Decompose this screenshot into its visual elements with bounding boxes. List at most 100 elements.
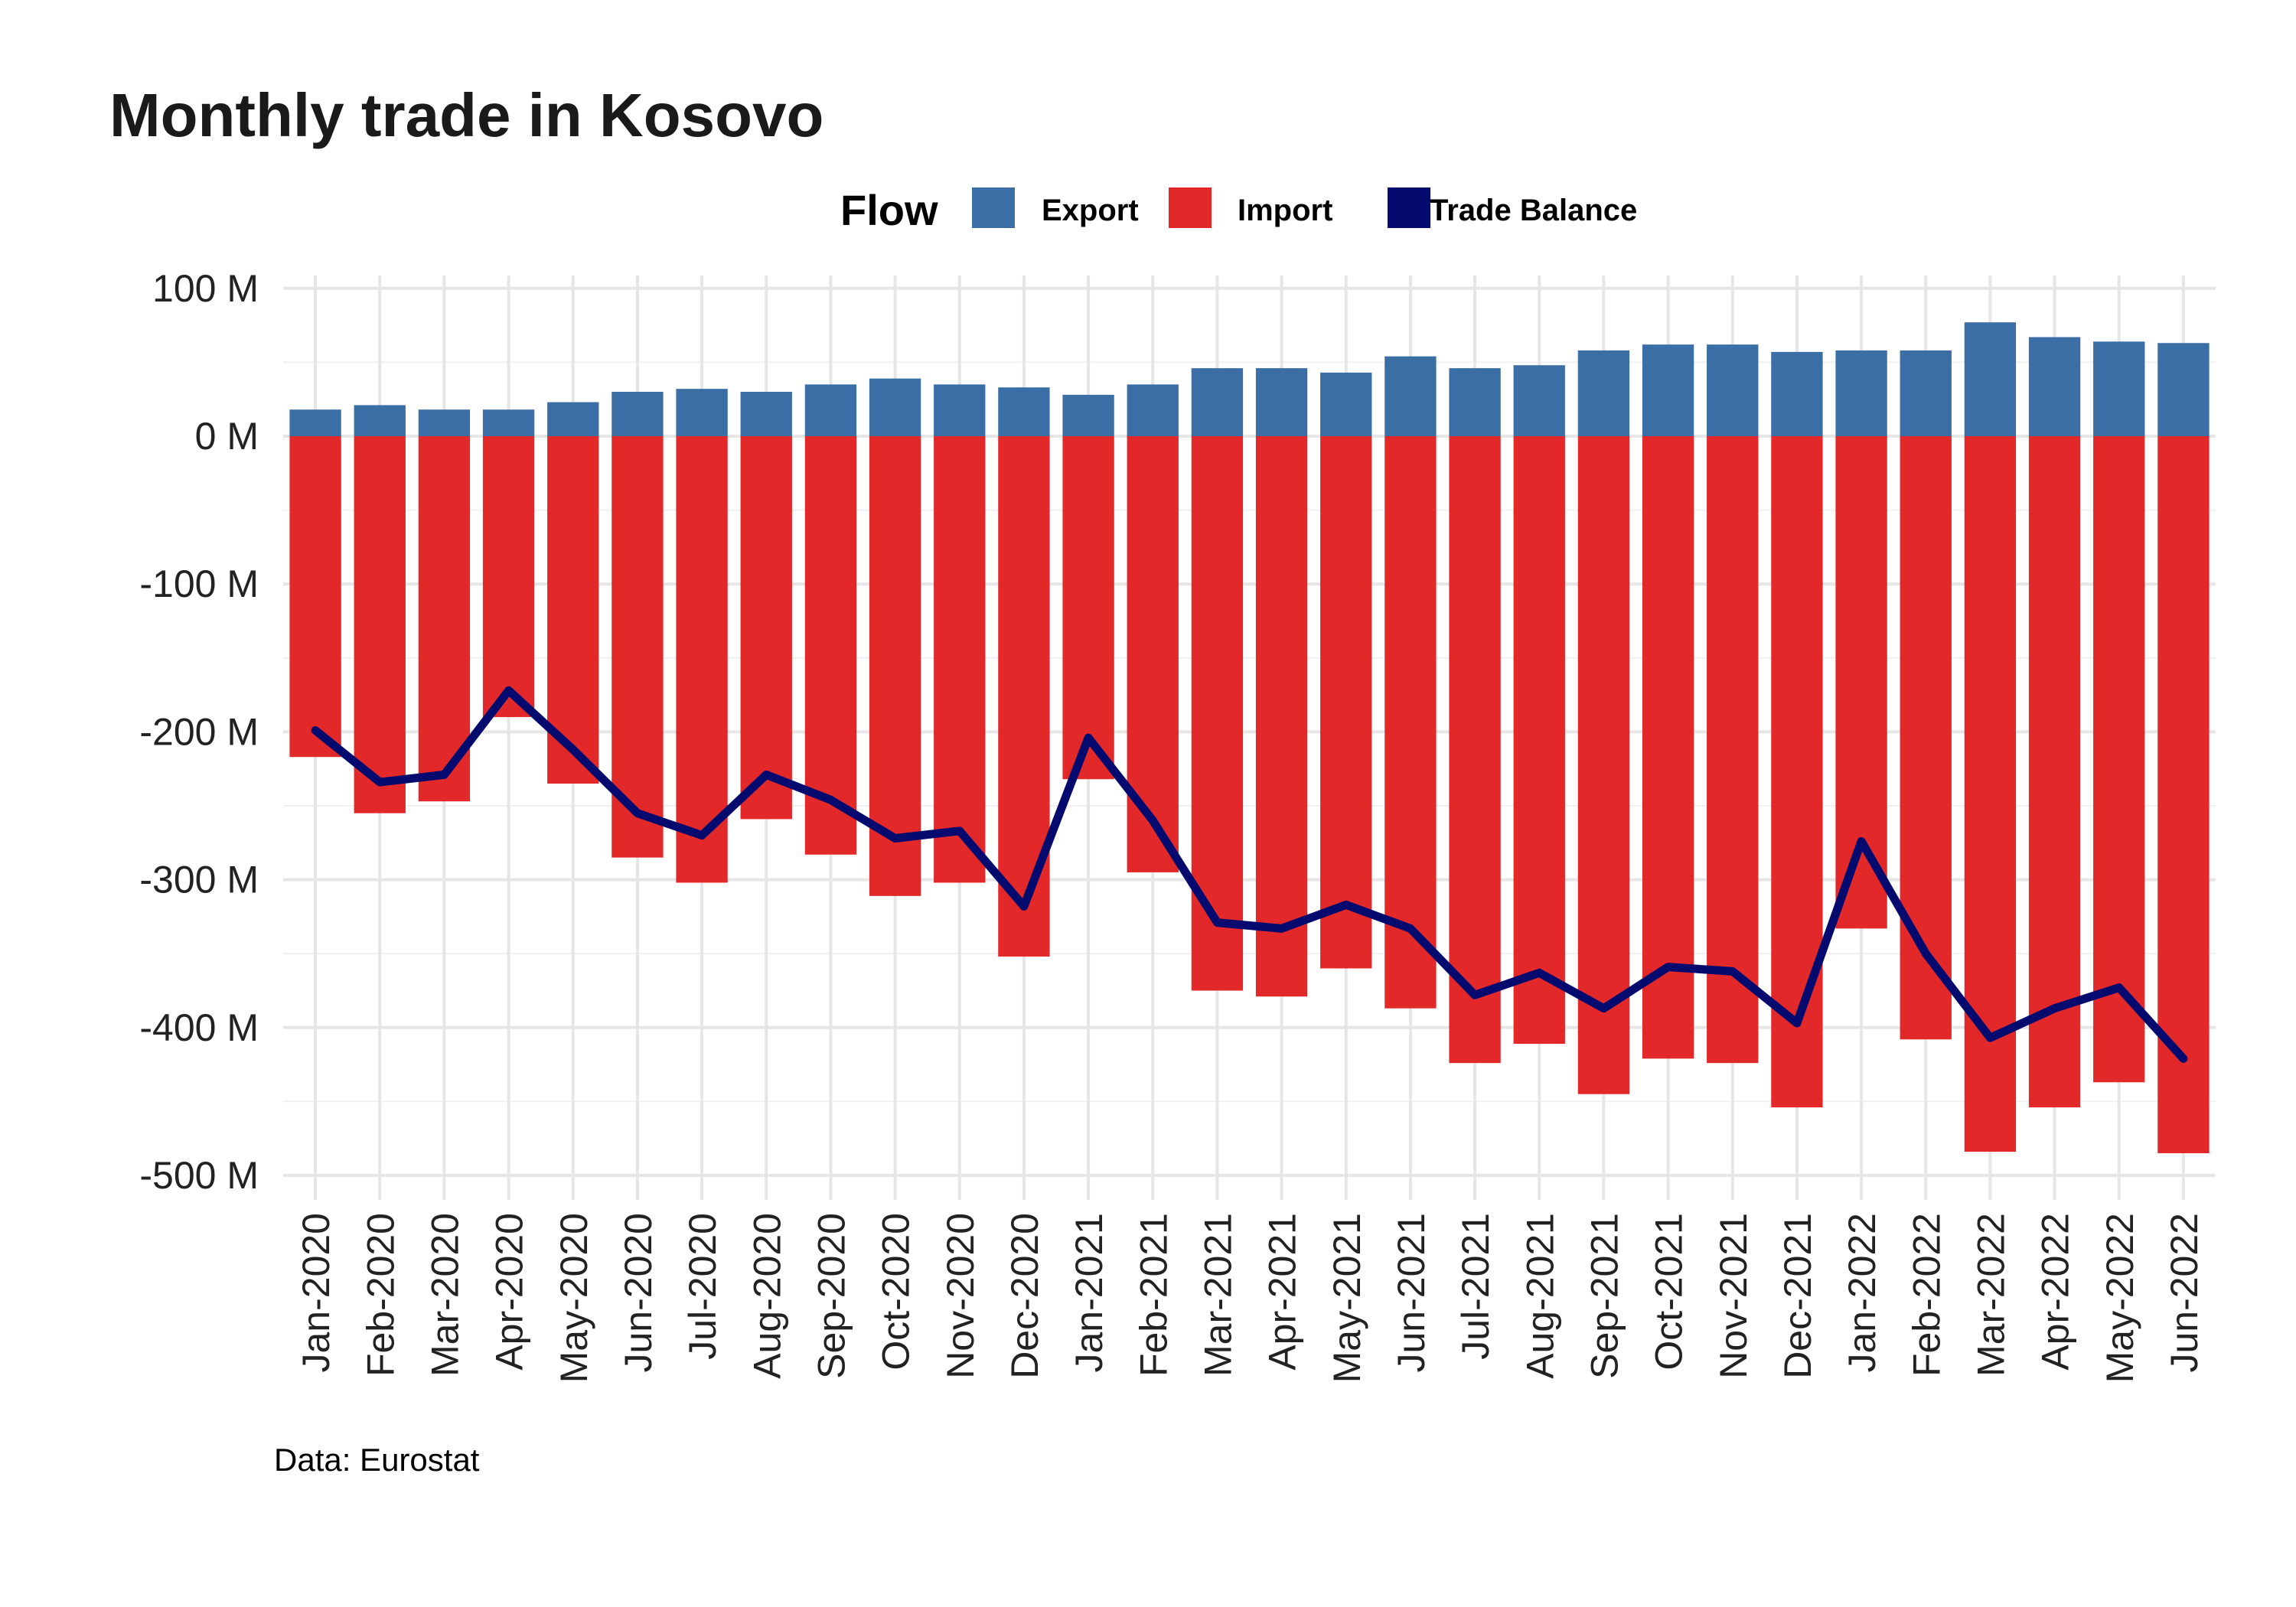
export-bar: [1062, 394, 1114, 436]
export-bar: [998, 387, 1050, 436]
legend-swatch-export: [972, 187, 1015, 228]
import-bar: [1320, 436, 1372, 969]
x-tick-label: Sep-2021: [1583, 1213, 1626, 1379]
import-bar: [482, 436, 535, 718]
export-bar: [934, 384, 986, 436]
x-tick-label: Oct-2021: [1648, 1213, 1691, 1371]
x-tick-label: Jun-2021: [1390, 1213, 1433, 1373]
export-bar: [1384, 356, 1437, 436]
legend-swatch-trade-balance: [1388, 187, 1430, 228]
x-tick-label: Feb-2022: [1905, 1213, 1948, 1377]
export-bar: [1255, 368, 1308, 436]
trade-balance-line: [311, 686, 2188, 1063]
import-bar: [612, 436, 664, 858]
import-bar: [1513, 436, 1565, 1045]
x-tick-label: Aug-2020: [745, 1213, 788, 1379]
x-tick-label: Jul-2021: [1454, 1213, 1497, 1360]
x-tick-label: Sep-2020: [810, 1213, 853, 1379]
legend-label-import: Import: [1238, 194, 1332, 227]
caption: Data: Eurostat: [274, 1442, 480, 1478]
x-tick-label: Apr-2022: [2034, 1213, 2077, 1371]
x-tick-label: Dec-2020: [1003, 1213, 1046, 1379]
x-tick-label: Mar-2022: [1969, 1213, 2012, 1377]
y-tick-label: -200 M: [139, 710, 259, 753]
x-tick-label: Nov-2021: [1712, 1213, 1755, 1379]
import-bar: [1255, 436, 1308, 997]
import-bar: [2028, 436, 2081, 1108]
export-bar: [1964, 322, 2017, 436]
import-bar: [1964, 436, 2017, 1152]
x-tick-label: Jan-2020: [295, 1213, 338, 1373]
export-bar: [1835, 350, 1887, 436]
y-axis: 100 M 0 M -100 M -200 M -300 M -400 M -500 M: [139, 267, 259, 1197]
import-bar: [1062, 436, 1114, 780]
import-bar: [1577, 436, 1630, 1094]
legend-label-export: Export: [1042, 194, 1139, 227]
chart-title: Monthly trade in Kosovo: [109, 81, 823, 149]
x-tick-label: Dec-2021: [1776, 1213, 1819, 1379]
export-bar: [418, 409, 471, 436]
import-bar: [869, 436, 921, 896]
export-bar: [2093, 341, 2145, 436]
export-bar: [1577, 350, 1630, 436]
x-tick-label: Apr-2021: [1261, 1213, 1304, 1371]
legend-swatch-import: [1169, 187, 1212, 228]
export-bar: [1771, 351, 1823, 436]
y-tick-label: -300 M: [139, 859, 259, 901]
export-bar: [1513, 365, 1565, 436]
import-bar: [934, 436, 986, 883]
legend-title: Flow: [840, 186, 938, 234]
y-tick-label: 100 M: [152, 267, 259, 310]
import-bar: [1771, 436, 1823, 1108]
import-bar: [2093, 436, 2145, 1083]
export-bar: [676, 389, 728, 436]
import-bar: [740, 436, 792, 820]
x-tick-label: Nov-2020: [939, 1213, 982, 1379]
import-bar: [2157, 436, 2210, 1154]
import-bar: [998, 436, 1050, 957]
export-bar: [2028, 337, 2081, 436]
x-tick-label: Mar-2021: [1196, 1213, 1239, 1377]
import-bar: [1449, 436, 1501, 1064]
export-bar: [804, 384, 857, 436]
x-tick-label: Jan-2022: [1841, 1213, 1883, 1373]
y-tick-label: 0 M: [195, 415, 259, 458]
import-bar: [1900, 436, 1952, 1040]
x-tick-label: Feb-2020: [359, 1213, 402, 1377]
x-tick-label: Apr-2020: [488, 1213, 531, 1371]
import-bar: [1384, 436, 1437, 1009]
x-tick-label: May-2020: [553, 1213, 595, 1383]
import-bar: [1191, 436, 1244, 991]
import-bar: [547, 436, 599, 784]
legend-label-trade-balance: Trade Balance: [1430, 194, 1637, 227]
import-bar: [1127, 436, 1179, 872]
export-bar: [1642, 344, 1694, 436]
trade-balance-line-group: [311, 686, 2188, 1063]
export-bar: [612, 392, 664, 436]
x-tick-label: Feb-2021: [1132, 1213, 1175, 1377]
import-bar: [289, 436, 341, 758]
y-tick-label: -100 M: [139, 562, 259, 605]
x-tick-label: Jun-2022: [2163, 1213, 2206, 1373]
export-bar: [1191, 368, 1244, 436]
export-bar: [482, 409, 535, 436]
import-bar: [1835, 436, 1887, 929]
import-bar: [676, 436, 728, 883]
export-bar: [1900, 350, 1952, 436]
x-tick-label: May-2022: [2099, 1213, 2141, 1383]
x-tick-label: Aug-2021: [1518, 1213, 1561, 1379]
export-bar: [1449, 368, 1501, 436]
export-bar: [354, 405, 406, 436]
export-bar: [740, 392, 792, 436]
legend: Flow Export Import Trade Balance: [840, 186, 1637, 234]
import-bar: [354, 436, 406, 813]
x-tick-label: Jan-2021: [1068, 1213, 1110, 1373]
x-tick-label: Oct-2020: [875, 1213, 918, 1371]
x-axis: Jan-2020 Feb-2020 Mar-2020 Apr-2020 May-2020…: [295, 1213, 2206, 1383]
x-tick-label: May-2021: [1326, 1213, 1368, 1383]
export-bar: [289, 409, 341, 436]
import-bar: [418, 436, 471, 802]
x-tick-label: Jun-2020: [617, 1213, 660, 1373]
export-bar: [2157, 343, 2210, 436]
